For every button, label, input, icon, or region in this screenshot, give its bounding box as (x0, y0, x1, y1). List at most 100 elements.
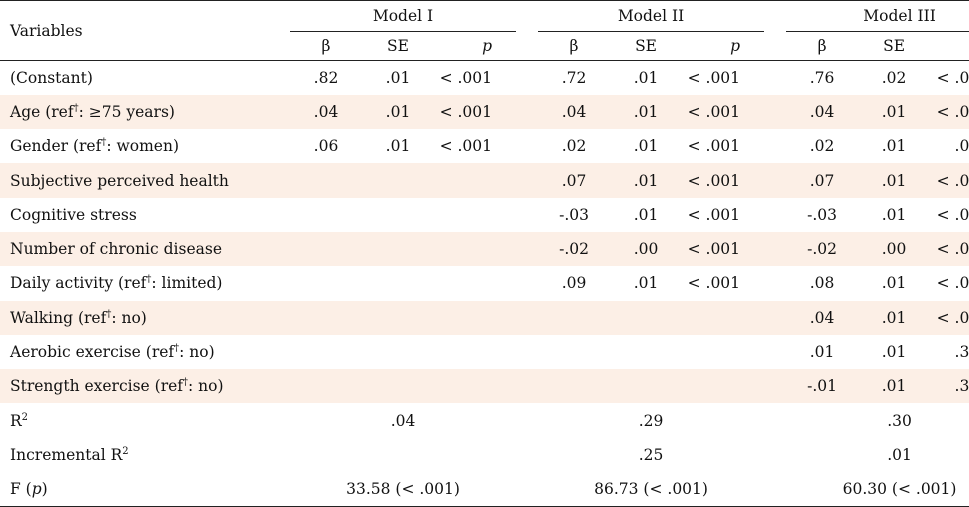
beta-header: β (538, 31, 611, 61)
variable-label: Gender (ref†: women) (10, 137, 179, 156)
variable-label: Subjective perceived health (0, 163, 290, 198)
f-row: F (p) 33.58 (< .001) 86.73 (< .001) 60.30 (… (0, 472, 969, 507)
beta-cell (538, 369, 611, 404)
se-cell (362, 163, 434, 198)
header-row-stats: β SE p β SE p β SE p (0, 31, 969, 61)
beta-cell: .04 (538, 94, 611, 130)
se-cell: .01 (610, 94, 683, 130)
table-row: Subjective perceived health .07.01 < .001.… (0, 163, 969, 198)
summary-label: Incremental R2 (10, 445, 129, 464)
table-row: Aerobic exercise (ref†: no) .01 .01 .312 (0, 335, 969, 369)
p-cell: < .001 (687, 205, 741, 224)
p-cell: < .001 (687, 68, 741, 87)
beta-cell: -.03 (807, 205, 837, 224)
r2-row: R2 .04 .29 .30 (0, 403, 969, 437)
p-cell: < .001 (936, 68, 969, 87)
se-header: SE (610, 31, 683, 61)
se-cell: .01 (633, 205, 659, 224)
p-cell: < .001 (682, 163, 765, 198)
variable-label: Cognitive stress (10, 205, 137, 224)
summary-value: .30 (887, 411, 912, 430)
p-cell: < .001 (439, 68, 493, 87)
p-cell (682, 369, 765, 404)
summary-value (290, 438, 516, 472)
beta-cell (290, 266, 362, 300)
p-cell: .311 (930, 369, 969, 404)
p-cell: < .001 (434, 94, 517, 130)
se-cell: .01 (385, 137, 411, 156)
se-cell: .01 (633, 68, 659, 87)
beta-cell: .72 (561, 68, 587, 87)
p-cell: < .001 (930, 300, 969, 335)
se-cell: .01 (633, 137, 659, 156)
beta-header: β (786, 31, 859, 61)
p-header: p (930, 31, 969, 61)
variable-label: Aerobic exercise (ref†: no) (10, 342, 215, 362)
table-row: Age (ref†: ≥75 years) .04.01 < .001.04.01 <… (0, 94, 969, 130)
variable-label: Age (ref†: ≥75 years) (0, 94, 290, 130)
p-cell: < .001 (936, 205, 969, 224)
beta-cell: .76 (809, 68, 835, 87)
se-cell: .02 (881, 68, 907, 87)
table-row: Strength exercise (ref†: no) -.01.01.311 (0, 369, 969, 404)
variable-label: (Constant) (10, 68, 93, 87)
variable-label: Number of chronic disease (0, 231, 290, 267)
beta-cell (290, 198, 362, 232)
summary-label: F (p) (0, 472, 290, 507)
beta-cell: .07 (538, 163, 611, 198)
incremental-r2-row: Incremental R2 .25 .01 (0, 438, 969, 472)
variable-label: Daily activity (ref†: limited) (10, 274, 223, 293)
beta-cell: -.02 (538, 231, 611, 267)
p-cell: < .001 (930, 94, 969, 130)
beta-cell: -.03 (559, 205, 589, 224)
model-1-header: Model I (290, 0, 517, 32)
beta-cell (290, 300, 362, 335)
beta-header: β (290, 31, 362, 61)
p-cell: < .001 (439, 137, 493, 156)
beta-cell: .06 (313, 137, 339, 156)
se-cell: .01 (858, 369, 931, 404)
p-cell (434, 300, 517, 335)
se-cell: .01 (881, 205, 907, 224)
beta-cell: .08 (809, 274, 835, 293)
se-cell: .01 (858, 94, 931, 130)
beta-cell: .82 (313, 68, 339, 87)
beta-cell: .02 (561, 137, 587, 156)
p-cell: < .001 (682, 94, 765, 130)
p-header: p (682, 31, 765, 61)
table-row: Walking (ref†: no) .04.01< .001 (0, 300, 969, 335)
model-3-header: Model III (786, 0, 969, 32)
p-cell (434, 266, 516, 300)
p-cell: .312 (954, 343, 969, 362)
se-header: SE (858, 31, 931, 61)
beta-cell: .09 (561, 274, 587, 293)
se-cell (362, 335, 434, 369)
p-cell (682, 335, 764, 369)
se-cell: .01 (858, 300, 931, 335)
summary-value: 60.30 (< .001) (786, 472, 969, 507)
se-header: SE (362, 31, 434, 61)
table-row: Number of chronic disease -.02.00 < .001 -.… (0, 231, 969, 267)
se-cell (362, 198, 434, 232)
p-cell (434, 163, 517, 198)
p-cell: < .001 (930, 231, 969, 267)
model-2-header: Model II (538, 0, 765, 32)
beta-cell: -.01 (786, 369, 859, 404)
summary-value: .04 (390, 411, 416, 430)
beta-cell (538, 335, 610, 369)
beta-cell: .01 (809, 343, 835, 362)
table-row: Daily activity (ref†: limited) .09 .01 < .0… (0, 266, 969, 300)
se-cell (610, 369, 683, 404)
se-cell: .01 (881, 137, 907, 156)
variable-label: Strength exercise (ref†: no) (0, 369, 290, 404)
se-cell: .00 (858, 231, 931, 267)
table-header: Variables Model I Model II Model III β S… (0, 0, 969, 61)
beta-cell: .04 (786, 300, 859, 335)
se-cell: .01 (362, 94, 434, 130)
p-cell: < .001 (936, 274, 969, 293)
p-cell: < .001 (930, 163, 969, 198)
p-cell (434, 198, 516, 232)
se-cell (362, 300, 434, 335)
p-cell: < .001 (687, 137, 741, 156)
